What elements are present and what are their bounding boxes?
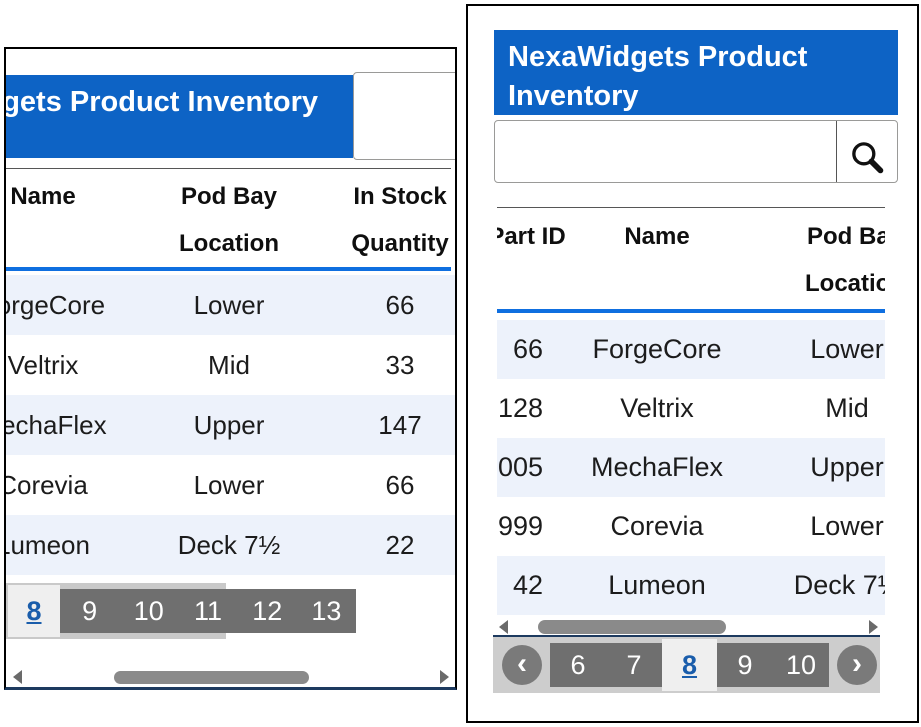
search-icon	[852, 141, 884, 173]
cell-part-id: 999	[497, 511, 543, 541]
pager-current-page[interactable]: 8	[662, 639, 717, 691]
cell-part-id: 66	[512, 334, 543, 364]
search-input[interactable]	[495, 121, 831, 182]
scrollbar-right-arrow-icon[interactable]	[440, 670, 449, 684]
cell-name: Lumeon	[608, 570, 706, 600]
pager-page-button[interactable]: 6	[570, 650, 586, 680]
cell-name: Corevia	[6, 470, 88, 500]
scrollbar-right-arrow-icon[interactable]	[869, 620, 878, 634]
column-header-pod-bay-location: Pod Bay Location	[179, 183, 279, 257]
table-row[interactable]: Veltrix Mid 33	[6, 335, 455, 395]
search-button[interactable]	[836, 121, 897, 182]
cell-name: Corevia	[610, 511, 704, 541]
cell-part-id: 42	[512, 570, 543, 600]
cell-name: Veltrix	[620, 393, 694, 423]
cell-name: Lumeon	[6, 530, 90, 560]
pager-page-button[interactable]: 7	[626, 650, 642, 680]
table-header-row: Part ID Name Pod Bay Location	[497, 213, 885, 307]
table-viewport: Part ID Name Pod Bay Location 66 ForgeCo…	[497, 207, 885, 618]
cell-location: Deck 7½	[793, 570, 885, 600]
horizontal-scrollbar-thumb[interactable]	[538, 620, 726, 634]
pager-page-button[interactable]: 10	[133, 596, 164, 626]
search-input[interactable]	[353, 72, 455, 160]
table-row[interactable]: 005 MechaFlex Upper	[497, 438, 885, 497]
right-panel-viewport: NexaWidgets Product Inventory Part ID Na…	[468, 6, 917, 721]
app-title-bar: NexaWidgets Product Inventory	[6, 75, 353, 158]
cell-quantity: 66	[385, 290, 415, 320]
table-top-border	[6, 168, 451, 169]
scrollbar-left-arrow-icon[interactable]	[13, 670, 22, 684]
cell-name: MechaFlex	[590, 452, 724, 482]
table-row[interactable]: ForgeCore Lower 66	[6, 275, 455, 335]
table-row[interactable]: 42 Lumeon Deck 7½	[497, 556, 885, 615]
cell-location: Mid	[825, 393, 869, 423]
pager-bar: ‹ 6 7 8 9 10 ›	[493, 635, 880, 693]
cell-quantity: 33	[385, 350, 415, 380]
search-box	[494, 120, 898, 183]
chevron-right-icon: ›	[852, 647, 862, 680]
pager-page-group: 9 10 11 12 13	[60, 589, 356, 633]
horizontal-scrollbar-thumb[interactable]	[114, 671, 309, 684]
table-header-row: Name Pod Bay Location In Stock Quantity	[6, 173, 451, 267]
cell-location: Lower	[193, 470, 265, 500]
column-header-name: Name	[624, 223, 690, 250]
left-preview-panel: NexaWidgets Product Inventory Name Pod B…	[4, 47, 457, 690]
pager-page-button[interactable]: 12	[252, 596, 283, 626]
pager-page-button[interactable]: 10	[785, 650, 817, 680]
pager-page-group: 6 7	[550, 643, 662, 687]
pager-page-button[interactable]: 9	[82, 596, 98, 626]
cell-location: Deck 7½	[177, 530, 281, 560]
table-row[interactable]: 128 Veltrix Mid	[497, 379, 885, 438]
pager-next-button[interactable]: ›	[837, 645, 877, 685]
chevron-left-icon: ‹	[517, 647, 527, 680]
cell-location: Lower	[810, 334, 884, 364]
app-title: NexaWidgets Product Inventory	[508, 41, 808, 112]
right-preview-panel: NexaWidgets Product Inventory Part ID Na…	[466, 4, 919, 723]
table-row[interactable]: 66 ForgeCore Lower	[497, 320, 885, 379]
cell-location: Mid	[208, 350, 250, 380]
pager-page-button[interactable]: 9	[737, 650, 753, 680]
cell-quantity: 66	[385, 470, 415, 500]
app-title: NexaWidgets Product Inventory	[6, 86, 319, 118]
cell-name: ForgeCore	[592, 334, 722, 364]
pager-previous-button[interactable]: ‹	[502, 645, 542, 685]
cell-location: Upper	[810, 452, 884, 482]
pager-page-button[interactable]: 11	[193, 596, 223, 626]
table-row[interactable]: 999 Corevia Lower	[497, 497, 885, 556]
cell-name: MechaFlex	[6, 410, 107, 440]
app-title-bar: NexaWidgets Product Inventory	[494, 30, 898, 115]
pager-page-group: 9 10	[717, 643, 829, 687]
left-panel-viewport: NexaWidgets Product Inventory Name Pod B…	[6, 49, 455, 687]
pager-current-page[interactable]: 8	[8, 585, 60, 637]
cell-quantity: 147	[378, 410, 422, 440]
table-row[interactable]: Lumeon Deck 7½ 22	[6, 515, 455, 575]
column-header-in-stock-quantity: In Stock Quantity	[351, 183, 449, 257]
cell-name: Veltrix	[7, 350, 79, 380]
column-header-name: Name	[10, 183, 76, 210]
table-row[interactable]: Corevia Lower 66	[6, 455, 455, 515]
cell-name: ForgeCore	[6, 290, 106, 320]
cell-part-id: 005	[497, 452, 543, 482]
header-divider	[497, 309, 885, 313]
cell-part-id: 128	[497, 393, 543, 423]
cell-quantity: 22	[385, 530, 415, 560]
header-divider	[6, 267, 451, 271]
cell-location: Lower	[193, 290, 265, 320]
table-row[interactable]: MechaFlex Upper 147	[6, 395, 455, 455]
column-header-pod-bay-location: Pod Bay Location	[805, 223, 885, 297]
scrollbar-left-arrow-icon[interactable]	[499, 620, 508, 634]
cell-location: Lower	[810, 511, 884, 541]
column-header-part-id: Part ID	[497, 223, 566, 250]
cell-location: Upper	[193, 410, 265, 440]
pager-page-button[interactable]: 13	[311, 596, 342, 626]
